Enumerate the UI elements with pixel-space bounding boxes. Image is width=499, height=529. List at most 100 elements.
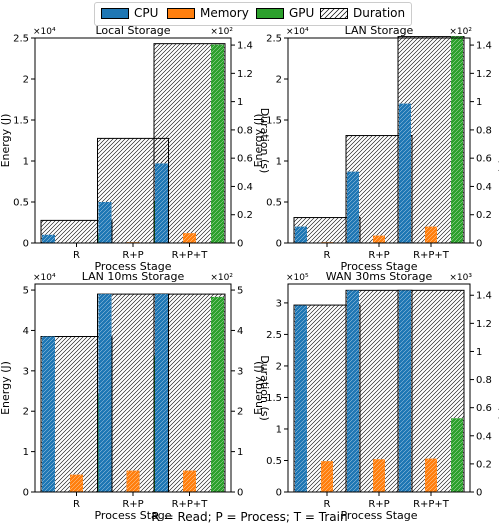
y-tick-label: 1.5 — [13, 116, 29, 127]
y2-tick-label: 1.4 — [476, 291, 492, 302]
x-tick-label: R+P — [122, 250, 143, 261]
y-tick-label: 2 — [23, 75, 29, 86]
y2-tick-label: 1 — [476, 347, 482, 358]
y-tick-label: 2 — [23, 407, 29, 418]
memory-bar-texture — [373, 459, 385, 492]
x-tick-label: R — [324, 250, 331, 261]
y-tick-label: 1.5 — [266, 116, 282, 127]
y2-tick-label: 0 — [237, 488, 243, 499]
y2-tick-label: 0.2 — [476, 459, 492, 470]
y-tick-label: 0.5 — [266, 456, 282, 467]
x-tick-label: R — [73, 499, 80, 510]
cpu-bar-texture — [295, 305, 307, 492]
gpu-bar-texture — [451, 36, 463, 243]
subplot-2: R R+P R+P+T 0 0.5 1 1.5 2 2.5 0 0.2 0.4 0.6 0.8 1 1.2 1.… — [252, 24, 499, 273]
cpu-bar-texture — [155, 163, 168, 243]
x-axis-label: Process Stage — [340, 509, 417, 522]
y2-tick-label: 3 — [237, 366, 243, 377]
cpu-bar-texture — [42, 234, 55, 243]
y2-offset-label: ×10² — [210, 273, 233, 283]
y2-offset-label: ×10² — [449, 27, 472, 37]
x-tick-label: R+P — [122, 499, 143, 510]
cpu-bar-texture — [98, 294, 112, 492]
legend-label-memory: Memory — [200, 6, 249, 20]
cpu-bar-texture — [98, 202, 112, 243]
y-tick-label: 2.5 — [266, 34, 282, 45]
y-axis-label: Energy (J) — [252, 114, 265, 168]
cpu-bar-texture — [347, 171, 359, 243]
y-tick-label: 0 — [276, 239, 282, 250]
legend-label-duration: Duration — [353, 6, 406, 20]
y2-tick-label: 0.4 — [476, 182, 492, 193]
y-tick-label: 0 — [23, 488, 29, 499]
y2-tick-label: 0 — [476, 488, 482, 499]
y-axis-label: Energy (J) — [0, 361, 12, 415]
legend-swatch-duration — [320, 8, 348, 19]
cpu-bar-texture — [155, 294, 168, 492]
y2-tick-label: 0.8 — [476, 375, 492, 386]
x-tick-label: R — [324, 499, 331, 510]
x-tick-label: R+P+T — [413, 250, 450, 261]
axes-frame — [287, 37, 471, 244]
y-tick-label: 2.5 — [13, 34, 29, 45]
cpu-bar-texture — [347, 290, 359, 492]
y2-tick-label: 0.6 — [476, 154, 492, 165]
y-tick-label: 1 — [276, 157, 282, 168]
y2-tick-label: 1.2 — [237, 69, 253, 80]
y2-tick-label: 1.4 — [237, 41, 253, 52]
bar-group-r-p-t — [397, 289, 465, 493]
subplot-1: R R+P R+P+T 0 0.5 1 1.5 2 2.5 0 0.2 0.4 0.6 0.8 1 1.2 1.… — [0, 24, 271, 273]
cpu-bar-texture — [42, 336, 55, 492]
y2-tick-label: 0 — [476, 239, 482, 250]
y-tick-label: 2 — [276, 75, 282, 86]
y-tick-label: 3 — [23, 366, 29, 377]
legend-swatch-memory — [167, 8, 195, 19]
y-tick-label: 0.5 — [13, 198, 29, 209]
figure-caption: R = Read; P = Process; T = Train — [151, 510, 348, 524]
memory-bar-texture — [425, 226, 437, 243]
x-tick-label: R+P — [368, 499, 389, 510]
axes-frame — [34, 283, 232, 493]
y2-tick-label: 0.6 — [476, 403, 492, 414]
y2-tick-label: 2 — [237, 407, 243, 418]
y-tick-label: 0.5 — [266, 198, 282, 209]
x-tick-label: R+P+T — [172, 250, 209, 261]
y-tick-label: 1 — [23, 447, 29, 458]
y2-tick-label: 5 — [237, 286, 243, 297]
memory-bar-texture — [70, 474, 83, 492]
memory-bar-texture — [126, 470, 140, 492]
y-offset-label: ×10⁴ — [33, 27, 56, 37]
y-tick-label: 4 — [23, 326, 29, 337]
y-offset-label: ×10⁴ — [286, 27, 309, 37]
legend-swatch-cpu — [101, 8, 129, 19]
memory-bar-texture — [425, 458, 437, 492]
y-offset-label: ×10⁵ — [286, 273, 309, 283]
legend-label-gpu: GPU — [289, 6, 315, 20]
gpu-bar-texture — [211, 44, 224, 244]
subplot-title: LAN 10ms Storage — [82, 270, 185, 283]
y2-offset-label: ×10² — [210, 27, 233, 37]
y-axis-label: Energy (J) — [0, 114, 12, 168]
legend-swatch-gpu — [256, 8, 284, 19]
y-offset-label: ×10⁴ — [33, 273, 56, 283]
x-tick-label: R+P+T — [413, 499, 450, 510]
y-tick-label: 1 — [276, 424, 282, 435]
y-tick-label: 5 — [23, 286, 29, 297]
y2-axis-label: Duration (s) — [258, 355, 271, 421]
bar-group-r-p-t — [153, 293, 226, 493]
gpu-bar-texture — [211, 296, 224, 492]
y-tick-label: 1.5 — [266, 393, 282, 404]
legend-label-cpu: CPU — [134, 6, 159, 20]
subplot-3: R R+P R+P+T 0 1 2 3 4 5 0 1 2 3 4 5 ×10⁴ ×10² LAN 10ms St… — [0, 270, 271, 522]
y2-axis-label: Duration (s) — [497, 108, 499, 174]
memory-bar-texture — [321, 461, 333, 492]
y2-tick-label: 0 — [237, 239, 243, 250]
y2-tick-label: 4 — [237, 326, 243, 337]
y2-tick-label: 1.4 — [476, 41, 492, 52]
subplot-title: LAN Storage — [345, 24, 414, 37]
y2-tick-label: 0.2 — [476, 210, 492, 221]
y2-tick-label: 0.8 — [237, 125, 253, 136]
cpu-bar-texture — [399, 103, 411, 243]
y2-offset-label: ×10³ — [449, 273, 472, 283]
